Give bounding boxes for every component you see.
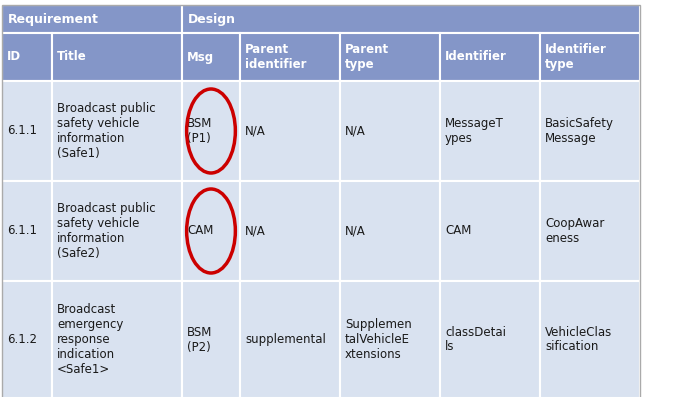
Bar <box>340 33 440 81</box>
Text: N/A: N/A <box>345 224 365 237</box>
Bar <box>540 181 640 281</box>
Bar <box>182 281 240 397</box>
Bar <box>182 181 240 281</box>
Bar <box>340 81 440 181</box>
Bar <box>240 81 340 181</box>
Text: CoopAwar
eness: CoopAwar eness <box>545 217 604 245</box>
Bar <box>52 33 182 81</box>
Text: Msg: Msg <box>187 50 214 64</box>
Text: Supplemen
talVehicleE
xtensions: Supplemen talVehicleE xtensions <box>345 318 412 361</box>
Text: 6.1.2: 6.1.2 <box>7 333 37 346</box>
Bar <box>52 281 182 397</box>
Text: N/A: N/A <box>245 125 266 137</box>
Bar <box>240 33 340 81</box>
Bar <box>240 181 340 281</box>
Bar <box>340 281 440 397</box>
Text: Identifier
type: Identifier type <box>545 43 607 71</box>
Text: N/A: N/A <box>245 224 266 237</box>
Text: Requirement: Requirement <box>8 12 99 25</box>
Bar <box>440 81 540 181</box>
Bar <box>2 33 52 81</box>
Text: CAM: CAM <box>445 224 471 237</box>
Text: Title: Title <box>57 50 87 64</box>
Bar <box>2 281 52 397</box>
Bar <box>52 181 182 281</box>
Text: Broadcast public
safety vehicle
information
(Safe1): Broadcast public safety vehicle informat… <box>57 102 155 160</box>
Bar <box>440 181 540 281</box>
Text: Broadcast public
safety vehicle
information
(Safe2): Broadcast public safety vehicle informat… <box>57 202 155 260</box>
Bar <box>440 281 540 397</box>
Text: supplemental: supplemental <box>245 333 326 346</box>
Bar <box>540 33 640 81</box>
Bar <box>340 181 440 281</box>
Text: BSM
(P1): BSM (P1) <box>187 117 212 145</box>
Text: 6.1.1: 6.1.1 <box>7 224 37 237</box>
Bar <box>2 5 182 33</box>
Text: CAM: CAM <box>187 224 214 237</box>
Bar <box>240 281 340 397</box>
Bar <box>540 81 640 181</box>
Text: N/A: N/A <box>345 125 365 137</box>
Bar <box>182 81 240 181</box>
Text: classDetai
ls: classDetai ls <box>445 326 506 353</box>
Text: Identifier: Identifier <box>445 50 507 64</box>
Text: Parent
identifier: Parent identifier <box>245 43 307 71</box>
Bar <box>182 33 240 81</box>
Text: BSM
(P2): BSM (P2) <box>187 326 212 353</box>
Text: BasicSafety
Message: BasicSafety Message <box>545 117 614 145</box>
Text: MessageT
ypes: MessageT ypes <box>445 117 504 145</box>
Text: VehicleClas
sification: VehicleClas sification <box>545 326 612 353</box>
Bar <box>540 281 640 397</box>
Bar <box>182 5 640 33</box>
Bar <box>2 181 52 281</box>
Bar <box>440 33 540 81</box>
Text: 6.1.1: 6.1.1 <box>7 125 37 137</box>
Text: Broadcast
emergency
response
indication
<Safe1>: Broadcast emergency response indication … <box>57 303 123 376</box>
Text: ID: ID <box>7 50 21 64</box>
Bar <box>2 81 52 181</box>
Text: Design: Design <box>188 12 236 25</box>
Text: Parent
type: Parent type <box>345 43 389 71</box>
Bar <box>52 81 182 181</box>
